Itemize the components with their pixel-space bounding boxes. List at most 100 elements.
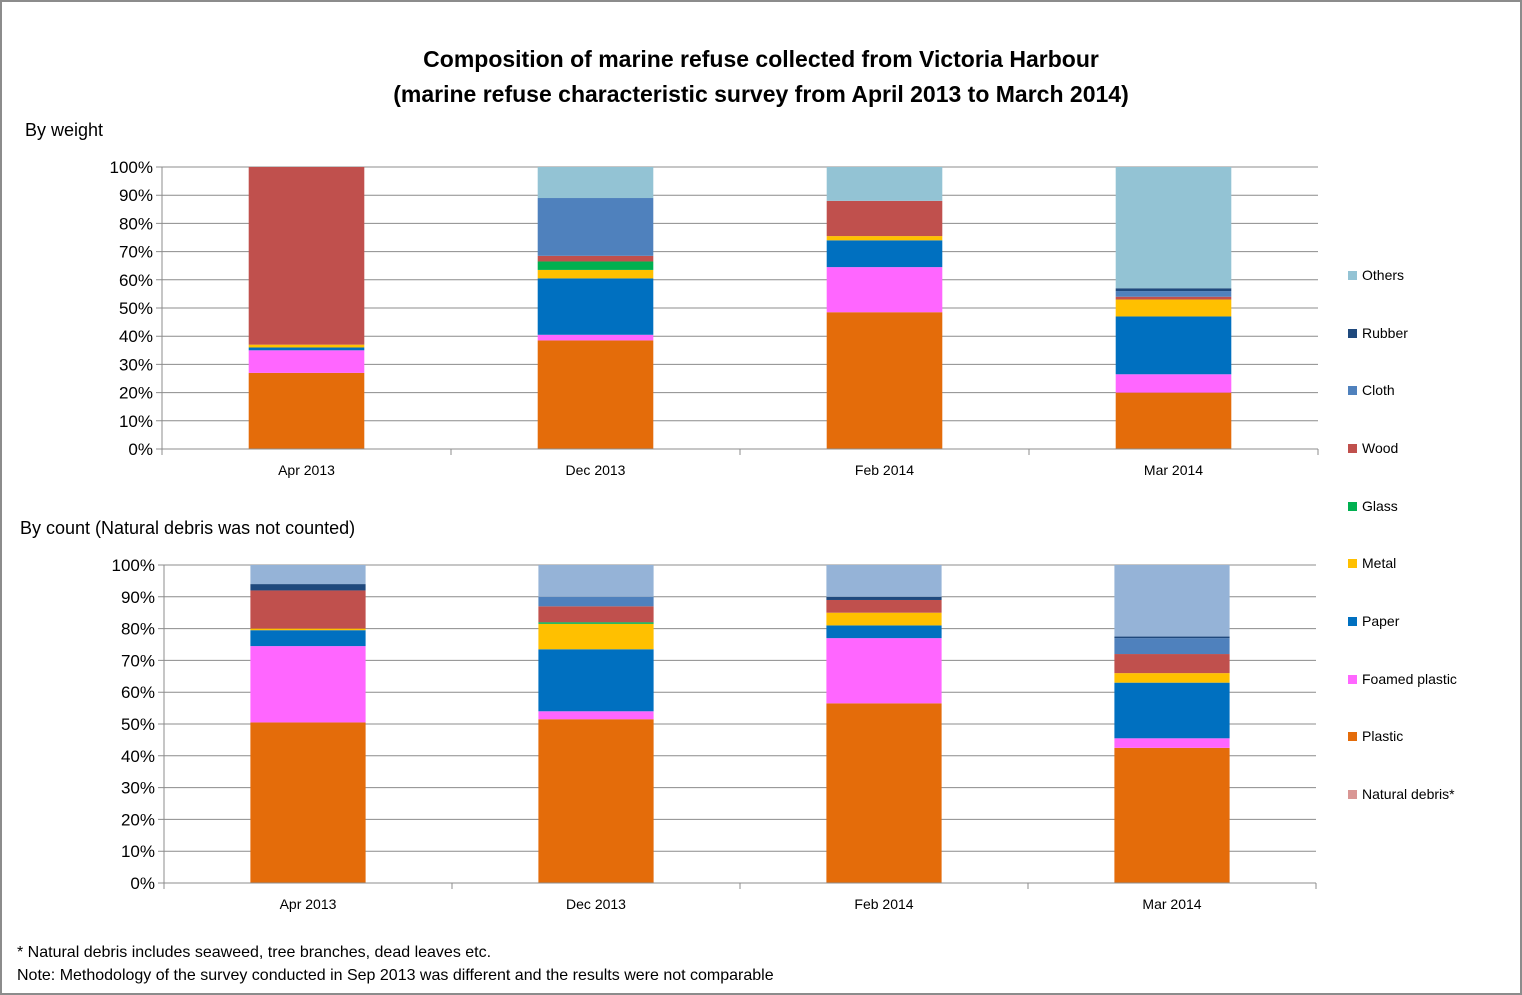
legend-swatch: [1348, 674, 1357, 684]
legend-swatch: [1348, 731, 1357, 741]
y-tick-label: 80%: [121, 620, 155, 639]
bar-segment-wood: [826, 200, 943, 237]
legend-swatch: [1348, 443, 1357, 453]
x-tick-label: Mar 2014: [1142, 896, 1201, 912]
y-tick-label: 30%: [119, 355, 153, 374]
legend-label: Cloth: [1362, 382, 1395, 398]
bar-segment-cloth: [1114, 638, 1230, 655]
bar-segment-plastic: [537, 340, 654, 449]
bar-segment-plastic: [826, 703, 942, 883]
legend-item-rubber: Rubber: [1348, 325, 1408, 341]
bar-segment-wood: [1115, 296, 1232, 300]
y-tick-label: 10%: [119, 412, 153, 431]
bar-segment-wood: [537, 255, 654, 262]
bar-segment-cloth: [537, 198, 654, 256]
bar-segment-others: [537, 167, 654, 199]
footnote-methodology: Note: Methodology of the survey conducte…: [17, 967, 774, 984]
legend-label: Paper: [1362, 613, 1400, 629]
chart-by-weight: 0% 10% 20% 30% 40% 50% 60% 70% 80% 90% 100% Apr 201…: [110, 158, 1319, 478]
bar-segment-plastic: [1115, 392, 1232, 449]
y-tick-label: 70%: [121, 651, 155, 670]
subtitle-by-count: By count (Natural debris was not counted…: [20, 518, 356, 538]
legend-label: Plastic: [1362, 728, 1404, 744]
legend-label: Foamed plastic: [1362, 671, 1457, 687]
bar-segment-foamed-plastic: [250, 646, 366, 723]
y-tick-label: 100%: [110, 158, 153, 177]
bar-segment-paper: [250, 630, 366, 647]
legend-swatch: [1348, 270, 1357, 280]
bar-segment-rubber: [1114, 636, 1230, 639]
y-tick-label: 80%: [119, 214, 153, 233]
bar-segment-paper: [538, 649, 654, 712]
x-tick-label: Apr 2013: [278, 462, 335, 478]
legend-swatch: [1348, 385, 1357, 395]
bar-segment-others: [826, 167, 943, 201]
legend-label: Rubber: [1362, 325, 1408, 341]
y-tick-label: 70%: [119, 243, 153, 262]
bar-segment-plastic: [826, 312, 943, 449]
y-tick-label: 20%: [121, 810, 155, 829]
legend-item-foamed-plastic: Foamed plastic: [1348, 671, 1457, 687]
y-tick-label: 90%: [119, 186, 153, 205]
y-tick-label: 20%: [119, 384, 153, 403]
y-tick-label: 60%: [119, 271, 153, 290]
bar-segment-wood: [538, 606, 654, 623]
legend-label: Others: [1362, 267, 1405, 283]
bar-segment-plastic: [248, 372, 365, 449]
legend-swatch: [1348, 558, 1357, 568]
bar-segment-plastic: [538, 719, 654, 883]
bar-segment-others: [250, 565, 366, 585]
legend-label: Wood: [1362, 440, 1399, 456]
legend-swatch: [1348, 328, 1357, 338]
bar-segment-metal: [250, 628, 366, 631]
x-tick-label: Dec 2013: [566, 462, 626, 478]
bar-segment-paper: [826, 625, 942, 639]
legend-item-wood: Wood: [1348, 440, 1398, 456]
legend-item-glass: Glass: [1348, 498, 1398, 514]
bar-segment-wood: [1114, 654, 1230, 674]
bar-segment-plastic: [1114, 747, 1230, 883]
bar-segment-metal: [1114, 673, 1230, 683]
bar-segment-others: [826, 565, 942, 597]
bar-segment-paper: [1115, 316, 1232, 375]
bar-segment-cloth: [1115, 291, 1232, 297]
x-tick-label: Feb 2014: [854, 896, 913, 912]
subtitle-by-weight: By weight: [25, 120, 104, 140]
bar-segment-foamed-plastic: [537, 334, 654, 341]
bar-segment-foamed-plastic: [248, 350, 365, 373]
legend-swatch: [1348, 616, 1357, 626]
y-tick-label: 50%: [119, 299, 153, 318]
x-tick-label: Dec 2013: [566, 896, 626, 912]
bar-segment-paper: [248, 347, 365, 351]
x-tick-label: Apr 2013: [280, 896, 337, 912]
bar-segment-rubber: [250, 584, 366, 591]
bar-segment-paper: [537, 278, 654, 335]
bar-segment-metal: [826, 236, 943, 241]
bar-segment-metal: [538, 623, 654, 650]
legend-item-plastic: Plastic: [1348, 728, 1403, 744]
bar-segment-rubber: [1115, 288, 1232, 292]
bar-segment-paper: [826, 240, 943, 268]
y-tick-label: 0%: [130, 874, 155, 893]
legend-item-metal: Metal: [1348, 555, 1396, 571]
bar-segment-foamed-plastic: [1115, 374, 1232, 393]
y-tick-label: 40%: [119, 327, 153, 346]
bar-segment-rubber: [826, 596, 942, 600]
y-tick-label: 30%: [121, 779, 155, 798]
bar-segment-paper: [1114, 682, 1230, 739]
bar-segment-metal: [537, 269, 654, 279]
y-tick-label: 40%: [121, 747, 155, 766]
legend-swatch: [1348, 789, 1357, 799]
bar-segment-plastic: [250, 722, 366, 883]
bar-segment-wood: [826, 599, 942, 613]
bar-segment-others: [538, 565, 654, 597]
bar-segment-metal: [826, 612, 942, 626]
y-tick-label: 100%: [112, 556, 155, 575]
y-tick-label: 60%: [121, 683, 155, 702]
bar-segment-foamed-plastic: [826, 267, 943, 313]
bar-segment-glass: [537, 261, 654, 270]
bar-segment-metal: [1115, 299, 1232, 317]
bar-segment-wood: [250, 590, 366, 629]
legend-item-paper: Paper: [1348, 613, 1399, 629]
y-tick-label: 0%: [128, 440, 153, 459]
